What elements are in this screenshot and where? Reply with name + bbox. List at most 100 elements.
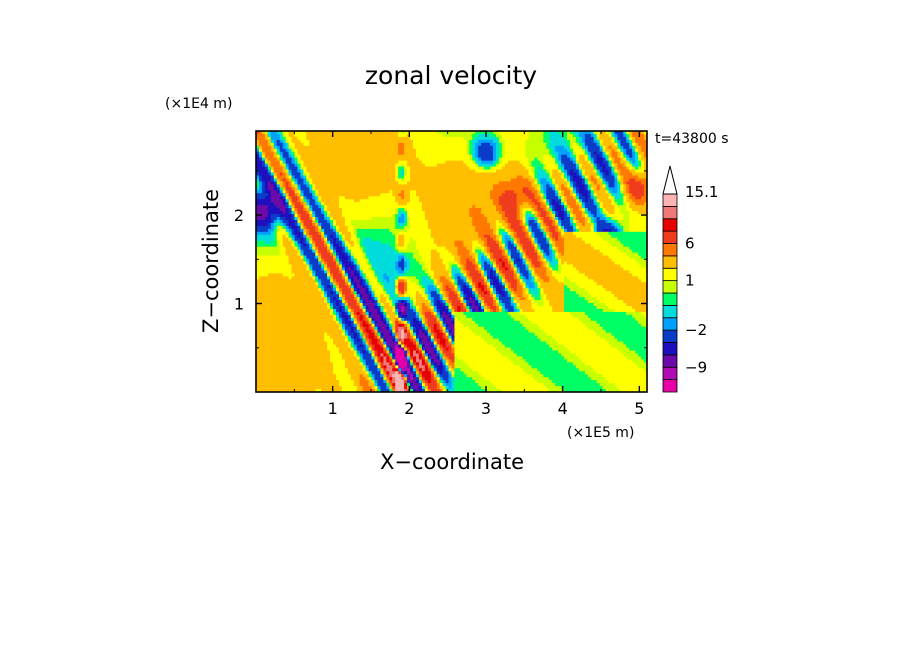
contour-cell [256,151,260,156]
contour-cell [267,193,272,197]
contour-cell [386,136,390,141]
contour-cell [454,169,458,173]
contour-cell [516,154,521,159]
contour-cell [294,178,298,182]
contour-cell [427,178,432,182]
contour-cell [421,148,426,153]
contour-cell [359,184,364,188]
contour-cell [581,187,586,191]
contour-cell [632,187,636,191]
contour-cell [407,139,411,144]
contour-cell [341,157,346,162]
contour-cell [525,214,529,218]
contour-cell [309,172,313,176]
contour-cell [273,139,278,144]
contour-cell [463,187,467,191]
contour-cell [558,178,562,182]
contour-cell [519,214,523,218]
contour-cell [519,205,523,209]
contour-cell [338,190,343,194]
contour-cell [261,139,266,144]
contour-cell [475,225,479,230]
contour-cell [324,199,328,203]
contour-cell [330,148,334,153]
contour-cell [596,139,600,144]
contour-cell [534,172,538,176]
contour-cell [291,211,295,215]
contour-cell [424,157,429,162]
contour-cell [492,205,497,209]
contour-cell [433,131,438,135]
contour-cell [555,196,559,200]
contour-cell [534,136,538,141]
contour-cell [327,228,331,233]
contour-cell [590,202,595,206]
contour-cell [448,166,452,170]
contour-cell [457,237,461,242]
contour-cell [306,133,310,138]
contour-cell [353,219,358,224]
contour-cell [495,184,500,188]
contour-cell [608,172,612,176]
contour-cell [407,154,411,159]
contour-cell [561,240,565,245]
contour-cell [442,231,446,236]
contour-cell [510,214,515,218]
contour-cell [353,139,358,144]
contour-cell [448,154,452,159]
contour-cell [261,234,266,239]
contour-cell [466,172,470,176]
contour-cell [264,172,269,176]
contour-cell [596,131,600,135]
contour-cell [513,219,518,224]
contour-cell [291,131,295,135]
contour-cell [463,175,467,179]
contour-cell [398,222,402,227]
contour-cell [623,187,627,191]
contour-cell [374,228,378,233]
contour-cell [561,181,565,185]
contour-cell [575,151,580,156]
contour-cell [374,181,378,185]
contour-cell [641,211,645,215]
contour-cell [469,187,473,191]
contour-cell [564,193,568,197]
contour-cell [350,163,355,167]
contour-cell [333,166,337,170]
contour-cell [291,208,295,212]
contour-cell [300,148,304,153]
contour-cell [498,196,503,200]
contour-cell [347,169,352,173]
contour-cell [581,131,586,135]
contour-cell [599,169,603,173]
contour-cell [270,181,275,185]
contour-cell [297,169,301,173]
contour-cell [549,214,553,218]
contour-cell [285,157,289,162]
contour-cell [327,184,331,188]
contour-cell [590,166,595,170]
contour-cell [575,160,580,165]
contour-cell [306,175,310,179]
contour-cell [410,237,414,242]
contour-cell [546,240,550,245]
contour-cell [335,175,340,179]
contour-cell [528,145,532,150]
contour-cell [587,193,592,197]
contour-cell [321,178,325,182]
contour-cell [632,199,636,203]
contour-cell [297,163,301,167]
contour-cell [258,237,263,242]
contour-cell [611,231,615,236]
contour-cell [469,222,473,227]
contour-cell [623,133,627,138]
contour-cell [386,151,390,156]
contour-cell [614,157,618,162]
contour-cell [436,205,441,209]
contour-cell [581,234,586,239]
contour-cell [436,175,441,179]
contour-cell [522,237,526,242]
contour-cell [309,190,313,194]
contour-cell [309,139,313,144]
contour-cell [469,184,473,188]
